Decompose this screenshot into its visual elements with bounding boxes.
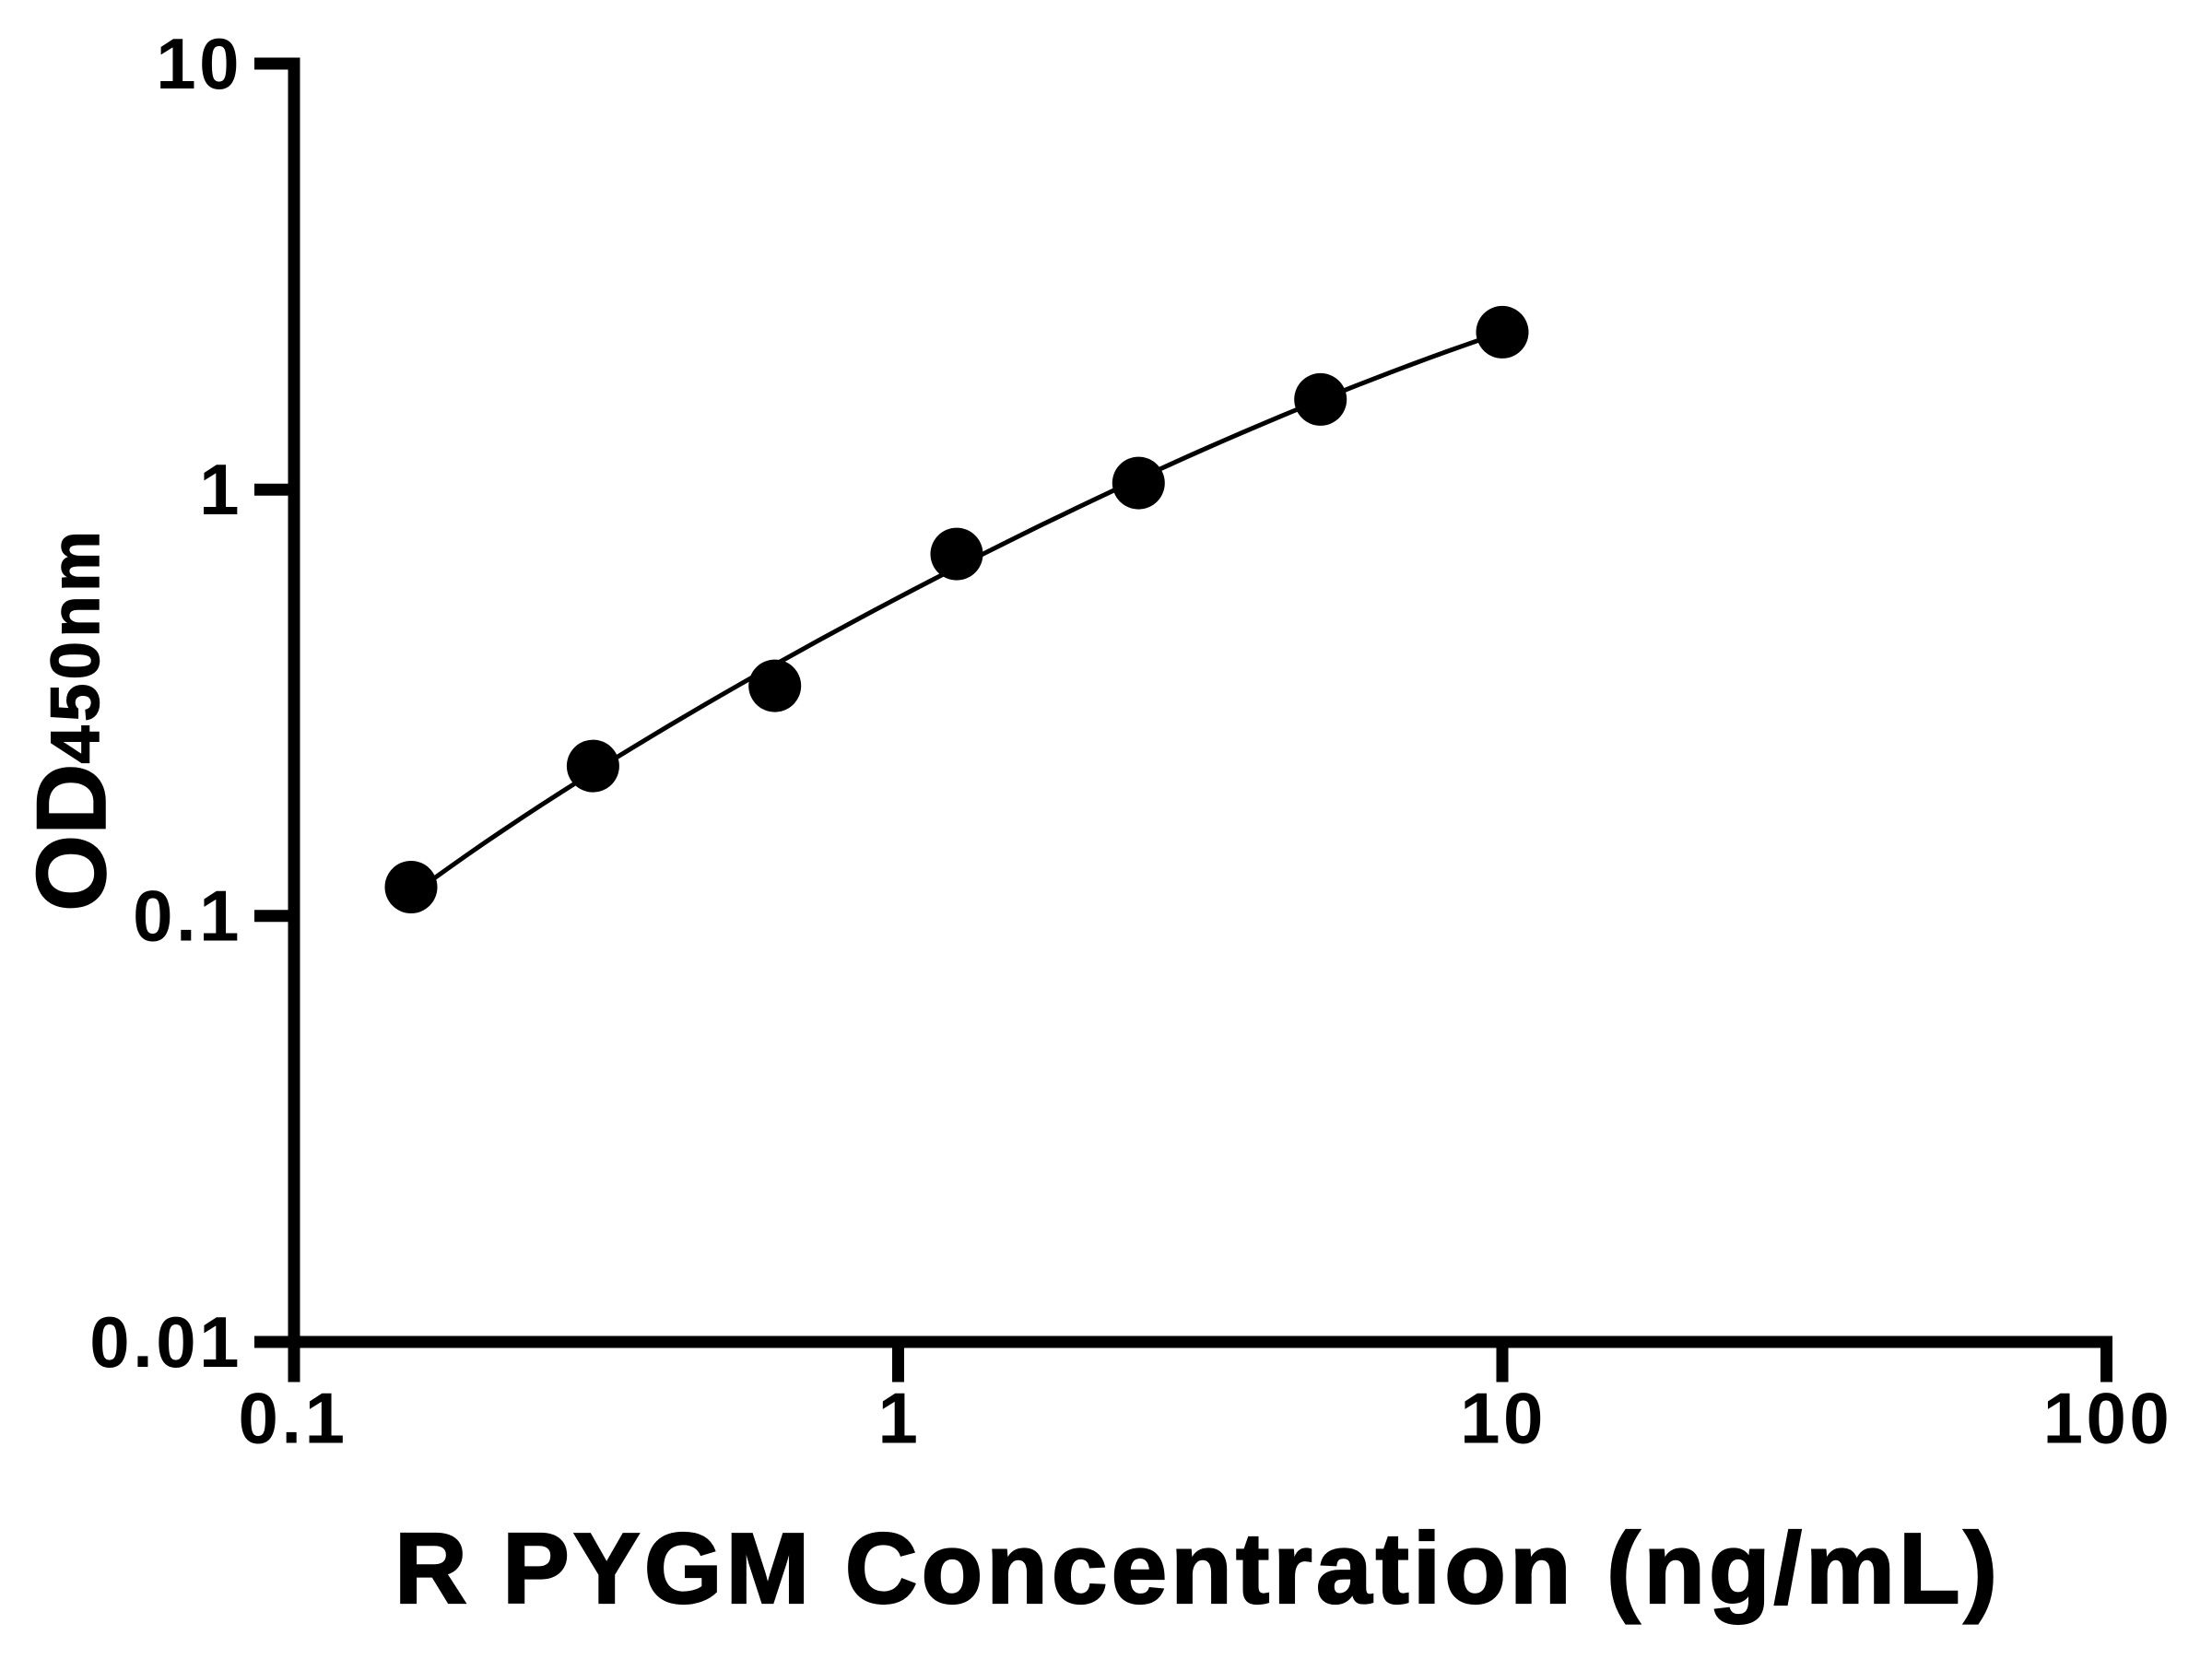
svg-text:100: 100 <box>2043 1378 2173 1459</box>
svg-text:10: 10 <box>1460 1378 1547 1459</box>
svg-text:1: 1 <box>878 1378 922 1459</box>
svg-text:0.1: 0.1 <box>133 876 242 957</box>
svg-text:0.1: 0.1 <box>239 1378 348 1459</box>
svg-text:10: 10 <box>156 23 242 104</box>
svg-text:1: 1 <box>199 449 242 530</box>
svg-text:0.01: 0.01 <box>89 1301 242 1382</box>
svg-text:R PYGM Concentration (ng/mL): R PYGM Concentration (ng/mL) <box>394 1512 1997 1625</box>
